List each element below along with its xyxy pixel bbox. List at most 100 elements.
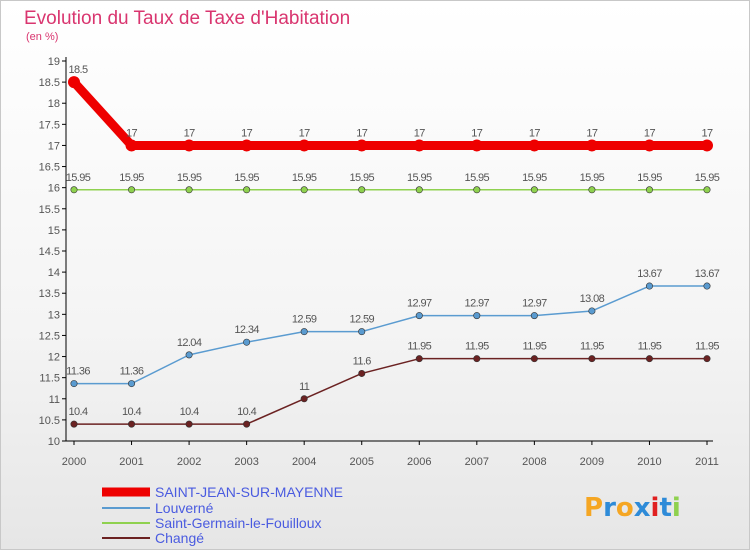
legend-label: Changé xyxy=(155,530,204,546)
series-chang-: 10.4 10.4 10.4 10.4 11 11.6 11.95 11.95 11.95 11.… xyxy=(68,341,720,428)
data-label: 15.95 xyxy=(66,172,91,184)
data-point xyxy=(528,139,541,152)
data-point xyxy=(703,282,711,290)
data-label: 13.67 xyxy=(695,268,720,280)
series-louvern-: 11.36 11.36 12.04 12.34 12.59 12.59 12.97 12.97… xyxy=(66,268,720,388)
y-tick-label: 16.5 xyxy=(39,162,60,174)
logo-letter: t xyxy=(659,493,671,523)
data-label: 15.95 xyxy=(637,172,662,184)
x-tick-label: 2011 xyxy=(695,456,719,468)
data-point xyxy=(243,186,251,194)
y-tick-label: 18.5 xyxy=(39,77,60,89)
y-tick-label: 11 xyxy=(49,394,60,406)
data-label: 11.36 xyxy=(66,366,90,378)
data-point xyxy=(415,186,423,194)
series-saint-germain-le-fouilloux: 15.95 15.95 15.95 15.95 15.95 15.95 15.95 15.95… xyxy=(66,172,720,194)
data-point xyxy=(243,338,251,346)
data-label: 11 xyxy=(299,381,310,393)
y-tick-label: 14 xyxy=(48,267,60,279)
series-line xyxy=(69,77,712,150)
data-label: 17 xyxy=(414,127,426,139)
data-label: 11.6 xyxy=(353,355,372,367)
data-point xyxy=(185,351,193,359)
data-point xyxy=(530,355,538,363)
y-tick-label: 16 xyxy=(48,183,60,195)
data-label: 11.95 xyxy=(580,341,604,353)
data-point xyxy=(355,139,368,152)
data-point xyxy=(588,307,596,315)
y-tick-label: 17.5 xyxy=(39,119,60,131)
x-tick-label: 2005 xyxy=(349,456,373,468)
x-tick-label: 2006 xyxy=(407,456,431,468)
y-tick-label: 18 xyxy=(48,98,60,110)
data-point xyxy=(128,380,136,388)
x-tick-label: 2000 xyxy=(62,456,86,468)
data-label: 17 xyxy=(184,127,196,139)
data-label: 10.4 xyxy=(237,406,256,418)
data-label: 15.95 xyxy=(177,172,202,184)
data-label: 12.97 xyxy=(407,298,432,310)
data-point xyxy=(298,139,311,152)
y-tick-label: 10.5 xyxy=(39,415,60,427)
data-label: 15.95 xyxy=(695,172,720,184)
y-tick-label: 13.5 xyxy=(39,288,60,300)
data-label: 12.59 xyxy=(349,314,374,326)
data-point xyxy=(240,139,253,152)
data-label: 17 xyxy=(471,127,483,139)
x-tick-label: 2008 xyxy=(522,456,546,468)
data-label: 11.36 xyxy=(120,366,144,378)
y-tick-label: 11.5 xyxy=(39,373,60,385)
data-label: 17 xyxy=(241,127,253,139)
data-point xyxy=(185,186,193,194)
data-label: 12.04 xyxy=(177,337,202,349)
data-point xyxy=(125,139,138,152)
data-label: 17 xyxy=(529,127,541,139)
data-point xyxy=(300,395,308,403)
series-saint-jean-sur-mayenne: 18.5 17 17 17 17 17 17 17 17 17 17 17 xyxy=(68,64,714,152)
logo-text: Proxiti xyxy=(584,493,681,523)
data-label: 13.67 xyxy=(637,268,662,280)
data-point xyxy=(300,328,308,336)
data-point xyxy=(70,380,78,388)
data-label: 17 xyxy=(644,127,656,139)
logo-letter: x xyxy=(634,493,651,523)
chart-title: Evolution du Taux de Taxe d'Habitation xyxy=(24,8,350,29)
data-label: 15.95 xyxy=(580,172,605,184)
data-point xyxy=(358,186,366,194)
y-tick-label: 14.5 xyxy=(39,246,60,258)
data-label: 11.95 xyxy=(465,341,489,353)
y-tick-label: 13 xyxy=(48,309,60,321)
data-label: 12.59 xyxy=(292,314,317,326)
data-point xyxy=(185,420,193,428)
data-point xyxy=(128,186,136,194)
y-tick-label: 15 xyxy=(48,225,60,237)
legend-label: Saint-Germain-le-Fouilloux xyxy=(155,515,322,531)
data-point xyxy=(300,186,308,194)
data-point xyxy=(643,139,656,152)
data-point xyxy=(473,186,481,194)
proxiti-logo: Proxiti xyxy=(584,493,681,523)
data-label: 17 xyxy=(356,127,368,139)
data-label: 12.97 xyxy=(465,298,490,310)
data-label: 12.34 xyxy=(234,324,259,336)
y-tick-label: 12 xyxy=(48,352,60,364)
logo-letter: P xyxy=(584,493,603,523)
data-label: 11.95 xyxy=(407,341,431,353)
chart-subtitle: (en %) xyxy=(26,31,58,43)
data-point xyxy=(470,139,483,152)
data-point xyxy=(358,328,366,336)
x-tick-label: 2001 xyxy=(119,456,143,468)
data-point xyxy=(645,186,653,194)
data-point xyxy=(183,139,196,152)
y-tick-label: 17 xyxy=(48,140,60,152)
legend: SAINT-JEAN-SUR-MAYENNELouvernéSaint-Germ… xyxy=(102,484,343,546)
data-point xyxy=(588,186,596,194)
x-tick-label: 2009 xyxy=(580,456,604,468)
x-tick-label: 2007 xyxy=(465,456,489,468)
data-label: 15.95 xyxy=(119,172,144,184)
data-point xyxy=(588,355,596,363)
logo-letter: i xyxy=(651,493,660,523)
data-label: 15.95 xyxy=(234,172,259,184)
data-point xyxy=(645,282,653,290)
